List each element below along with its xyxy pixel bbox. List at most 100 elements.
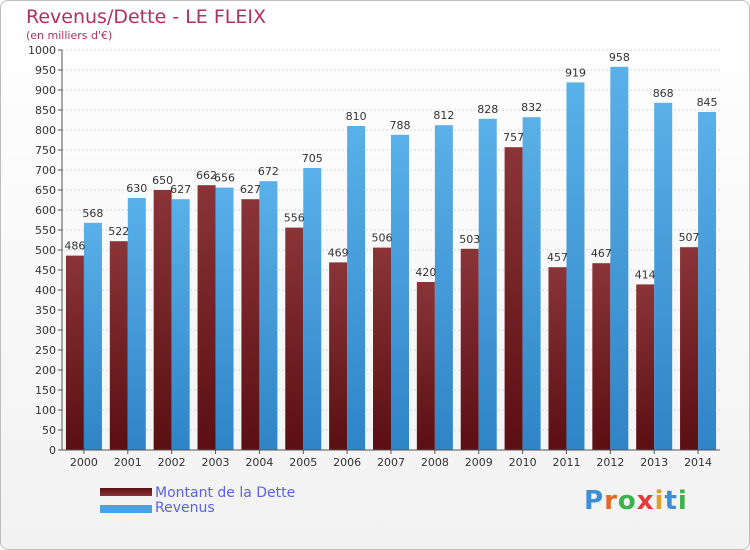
- bar-revenus: [259, 181, 278, 450]
- bar-dette: [241, 199, 260, 450]
- value-label-revenus: 788: [390, 119, 411, 132]
- value-label-revenus: 672: [258, 165, 279, 178]
- x-tick-label: 2003: [202, 456, 230, 469]
- bar-revenus: [215, 187, 234, 450]
- chart-title: Revenus/Dette - LE FLEIX: [26, 6, 266, 28]
- bar-revenus: [391, 134, 409, 451]
- bar-revenus: [83, 222, 102, 450]
- value-label-dette: 467: [591, 247, 612, 260]
- x-tick-label: 2004: [245, 456, 273, 469]
- y-tick-label: 650: [35, 184, 56, 197]
- proxiti-logo: Proxiti: [584, 486, 688, 516]
- bar-revenus: [171, 199, 190, 450]
- value-label-dette: 650: [152, 174, 173, 187]
- bar-dette: [153, 190, 172, 450]
- bar-dette: [636, 284, 655, 450]
- value-label-dette: 469: [328, 246, 349, 259]
- bar-dette: [65, 255, 84, 450]
- value-label-revenus: 656: [214, 172, 235, 185]
- y-tick-label: 350: [35, 304, 56, 317]
- value-label-revenus: 919: [565, 66, 586, 79]
- value-label-dette: 457: [547, 251, 568, 264]
- value-label-dette: 420: [415, 266, 436, 279]
- x-tick-label: 2010: [509, 456, 537, 469]
- value-label-dette: 414: [635, 268, 656, 281]
- bar-revenus: [434, 125, 453, 450]
- y-tick-label: 850: [35, 104, 56, 117]
- value-label-revenus: 832: [521, 101, 542, 114]
- x-tick-label: 2008: [421, 456, 449, 469]
- bar-revenus: [698, 112, 717, 450]
- value-label-revenus: 627: [170, 183, 191, 196]
- bar-revenus: [478, 118, 497, 451]
- legend-label-revenus: Revenus: [155, 500, 215, 516]
- y-tick-label: 150: [35, 384, 56, 397]
- value-label-dette: 507: [679, 231, 700, 244]
- y-tick-label: 700: [35, 164, 56, 177]
- y-tick-label: 800: [35, 124, 56, 137]
- value-label-dette: 486: [64, 240, 85, 253]
- x-tick-label: 2006: [333, 456, 361, 469]
- y-tick-label: 50: [42, 424, 56, 437]
- bar-dette: [504, 147, 523, 450]
- bar-dette: [109, 241, 128, 450]
- value-label-revenus: 868: [653, 87, 674, 100]
- y-tick-label: 750: [35, 144, 56, 157]
- legend-swatch-debt: [100, 488, 152, 496]
- bar-dette: [329, 262, 348, 450]
- chart-subtitle: (en milliers d'€): [26, 29, 113, 42]
- value-label-dette: 757: [503, 131, 524, 144]
- y-tick-label: 550: [35, 224, 56, 237]
- y-tick-label: 250: [35, 344, 56, 357]
- legend-swatch-revenus: [100, 505, 152, 513]
- y-tick-label: 400: [35, 284, 56, 297]
- value-label-dette: 662: [196, 169, 217, 182]
- bar-revenus: [347, 126, 366, 450]
- x-tick-label: 2007: [377, 456, 405, 469]
- y-tick-label: 0: [49, 444, 56, 457]
- legend-label-debt: Montant de la Dette: [155, 485, 296, 501]
- x-tick-label: 2009: [465, 456, 493, 469]
- bar-revenus: [522, 117, 541, 450]
- x-tick-label: 2014: [684, 456, 712, 469]
- bar-revenus: [654, 102, 673, 451]
- bar-dette: [373, 247, 391, 450]
- value-label-revenus: 845: [697, 96, 718, 109]
- y-tick-label: 950: [35, 64, 56, 77]
- y-tick-label: 1000: [28, 44, 56, 57]
- value-label-revenus: 568: [82, 207, 103, 220]
- value-label-dette: 556: [284, 212, 305, 225]
- x-tick-label: 2002: [158, 456, 186, 469]
- x-tick-label: 2001: [114, 456, 142, 469]
- x-tick-label: 2000: [70, 456, 98, 469]
- y-tick-label: 600: [35, 204, 56, 217]
- y-tick-label: 900: [35, 84, 56, 97]
- y-tick-label: 300: [35, 324, 56, 337]
- x-tick-label: 2005: [289, 456, 317, 469]
- value-label-revenus: 705: [302, 152, 323, 165]
- bar-dette: [680, 247, 699, 450]
- x-tick-label: 2011: [552, 456, 580, 469]
- value-label-revenus: 812: [433, 109, 454, 122]
- bar-revenus: [566, 82, 585, 451]
- y-tick-label: 200: [35, 364, 56, 377]
- value-label-revenus: 630: [126, 182, 147, 195]
- bar-dette: [592, 263, 611, 450]
- bar-dette: [548, 267, 567, 450]
- value-label-dette: 503: [459, 233, 480, 246]
- y-tick-label: 500: [35, 244, 56, 257]
- bar-revenus: [127, 198, 146, 450]
- value-label-dette: 627: [240, 183, 261, 196]
- y-tick-label: 100: [35, 404, 56, 417]
- bar-revenus: [610, 66, 629, 451]
- bar-revenus: [303, 168, 322, 450]
- value-label-revenus: 958: [609, 51, 630, 64]
- x-tick-label: 2013: [640, 456, 668, 469]
- bar-dette: [285, 227, 304, 450]
- bar-dette: [416, 282, 435, 450]
- value-label-revenus: 828: [477, 103, 498, 116]
- value-label-revenus: 810: [346, 110, 367, 123]
- value-label-dette: 522: [108, 225, 129, 238]
- x-tick-label: 2012: [596, 456, 624, 469]
- bar-dette: [460, 248, 479, 450]
